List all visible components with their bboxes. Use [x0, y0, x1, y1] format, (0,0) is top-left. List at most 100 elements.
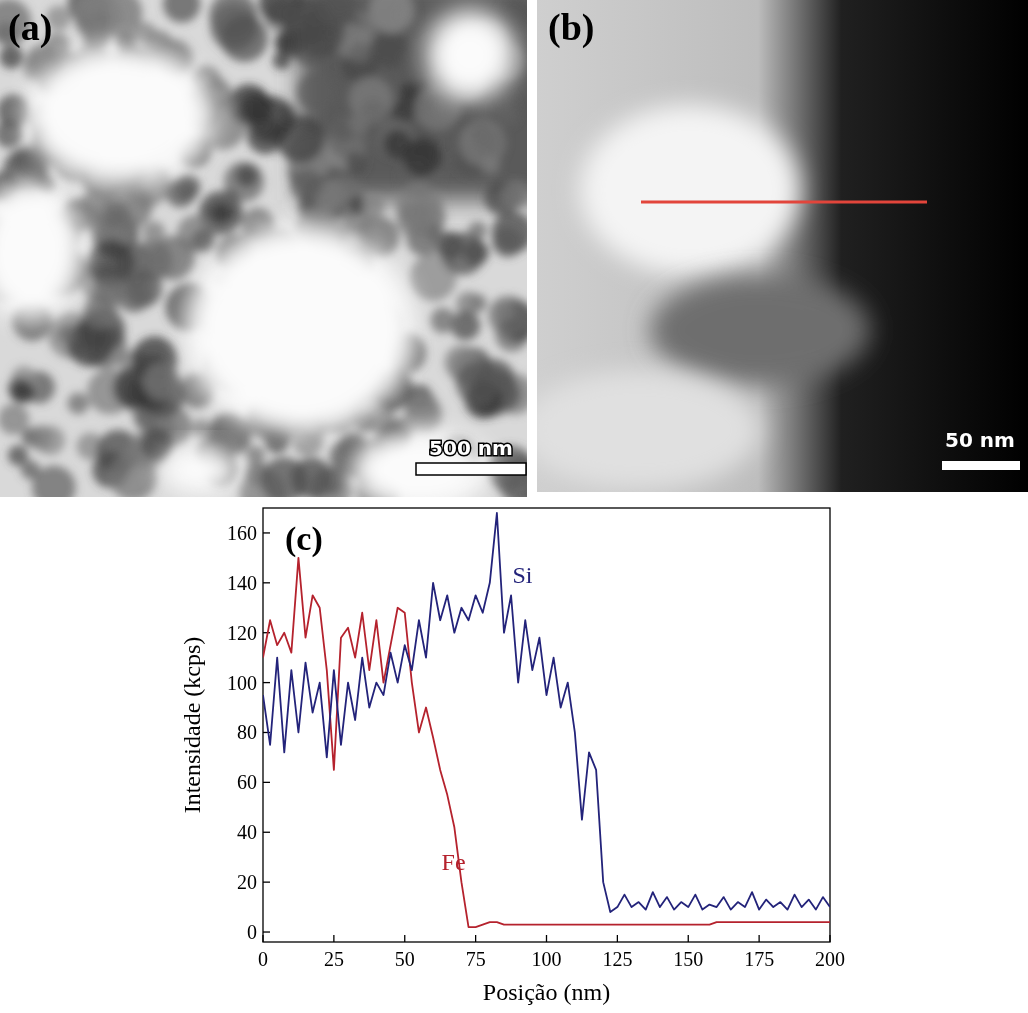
particle [430, 308, 455, 333]
particle-shell [650, 275, 870, 385]
panel-b-image [537, 0, 1028, 492]
y-tick [263, 782, 270, 783]
particle [456, 361, 501, 406]
y-tick [263, 832, 270, 833]
x-axis-title: Posição (nm) [483, 979, 610, 1005]
y-tick-label: 120 [227, 622, 257, 644]
particle [349, 41, 372, 64]
x-tick-label: 0 [258, 948, 268, 970]
scale-bar-label: 500 nm [429, 436, 513, 460]
x-tick-label: 50 [395, 948, 415, 970]
panel-label: (b) [548, 6, 594, 49]
particle [143, 363, 181, 401]
y-tick [263, 582, 270, 583]
x-tick [829, 935, 830, 942]
y-tick-label: 20 [237, 871, 257, 893]
particle [191, 229, 215, 253]
particle [0, 45, 23, 69]
particle [403, 138, 441, 176]
particle [163, 0, 200, 23]
particle [192, 419, 211, 438]
particle [135, 409, 157, 431]
y-tick-label: 0 [247, 921, 257, 943]
y-tick [263, 682, 270, 683]
particle [345, 152, 366, 173]
plot-frame [263, 508, 830, 942]
y-tick-label: 60 [237, 771, 257, 793]
particle [109, 452, 157, 497]
x-tick-label: 150 [673, 948, 703, 970]
particle [492, 227, 522, 257]
particle [11, 381, 34, 404]
particle [74, 0, 122, 40]
particle [397, 201, 434, 238]
x-tick-label: 175 [744, 948, 774, 970]
particle [58, 324, 77, 343]
y-tick-label: 80 [237, 721, 257, 743]
y-tick-label: 100 [227, 672, 257, 694]
particle [318, 0, 357, 27]
series-label: Si [512, 562, 532, 588]
panel-label: (c) [285, 520, 323, 558]
empty-region [25, 45, 215, 185]
particle [319, 469, 345, 495]
x-tick-label: 100 [532, 948, 562, 970]
panel-a-image [0, 0, 527, 497]
particle [221, 189, 239, 207]
series-label: Fe [442, 849, 466, 875]
x-tick-label: 125 [602, 948, 632, 970]
particle [83, 295, 118, 330]
particle [166, 178, 195, 207]
plot-area [263, 513, 830, 927]
particle [442, 232, 485, 275]
series-line [263, 513, 830, 912]
empty-region [185, 225, 415, 435]
particle [236, 165, 258, 187]
particle [21, 460, 40, 479]
particle [275, 33, 295, 53]
particle [291, 168, 324, 201]
particle [361, 194, 385, 218]
x-tick [475, 935, 476, 942]
empty-region [160, 445, 240, 495]
particle [78, 191, 112, 225]
x-tick-label: 75 [466, 948, 486, 970]
series-line [263, 558, 830, 927]
particle [68, 393, 89, 414]
particle [241, 91, 274, 124]
particle [27, 425, 52, 450]
scale-bar [416, 463, 526, 475]
particle [221, 15, 269, 63]
scale-bar [942, 461, 1020, 470]
y-tick-label: 40 [237, 821, 257, 843]
linescan-line [641, 201, 927, 204]
x-tick [546, 935, 547, 942]
particle [451, 311, 480, 340]
x-tick [262, 935, 263, 942]
x-tick [617, 935, 618, 942]
y-tick-label: 160 [227, 522, 257, 544]
particle [245, 445, 265, 465]
particle [498, 105, 519, 126]
y-tick [263, 931, 270, 932]
y-axis-title: Intensidade (kcps) [179, 637, 205, 814]
particle [404, 395, 442, 433]
x-tick [404, 935, 405, 942]
x-tick [333, 935, 334, 942]
particle [151, 236, 195, 280]
x-tick [688, 935, 689, 942]
figure: (a)(b)500 nm50 nm02040608010012014016002… [0, 0, 1028, 1013]
x-tick-label: 25 [324, 948, 344, 970]
y-tick [263, 881, 270, 882]
particle [349, 113, 369, 133]
particle [537, 370, 760, 490]
scale-bar-label: 50 nm [945, 428, 1015, 452]
particle [297, 73, 335, 111]
empty-region [425, 10, 515, 100]
x-tick [758, 935, 759, 942]
x-tick-label: 200 [815, 948, 845, 970]
particle-core [580, 105, 800, 275]
particle [494, 301, 514, 321]
empty-region [0, 180, 85, 320]
y-tick [263, 532, 270, 533]
